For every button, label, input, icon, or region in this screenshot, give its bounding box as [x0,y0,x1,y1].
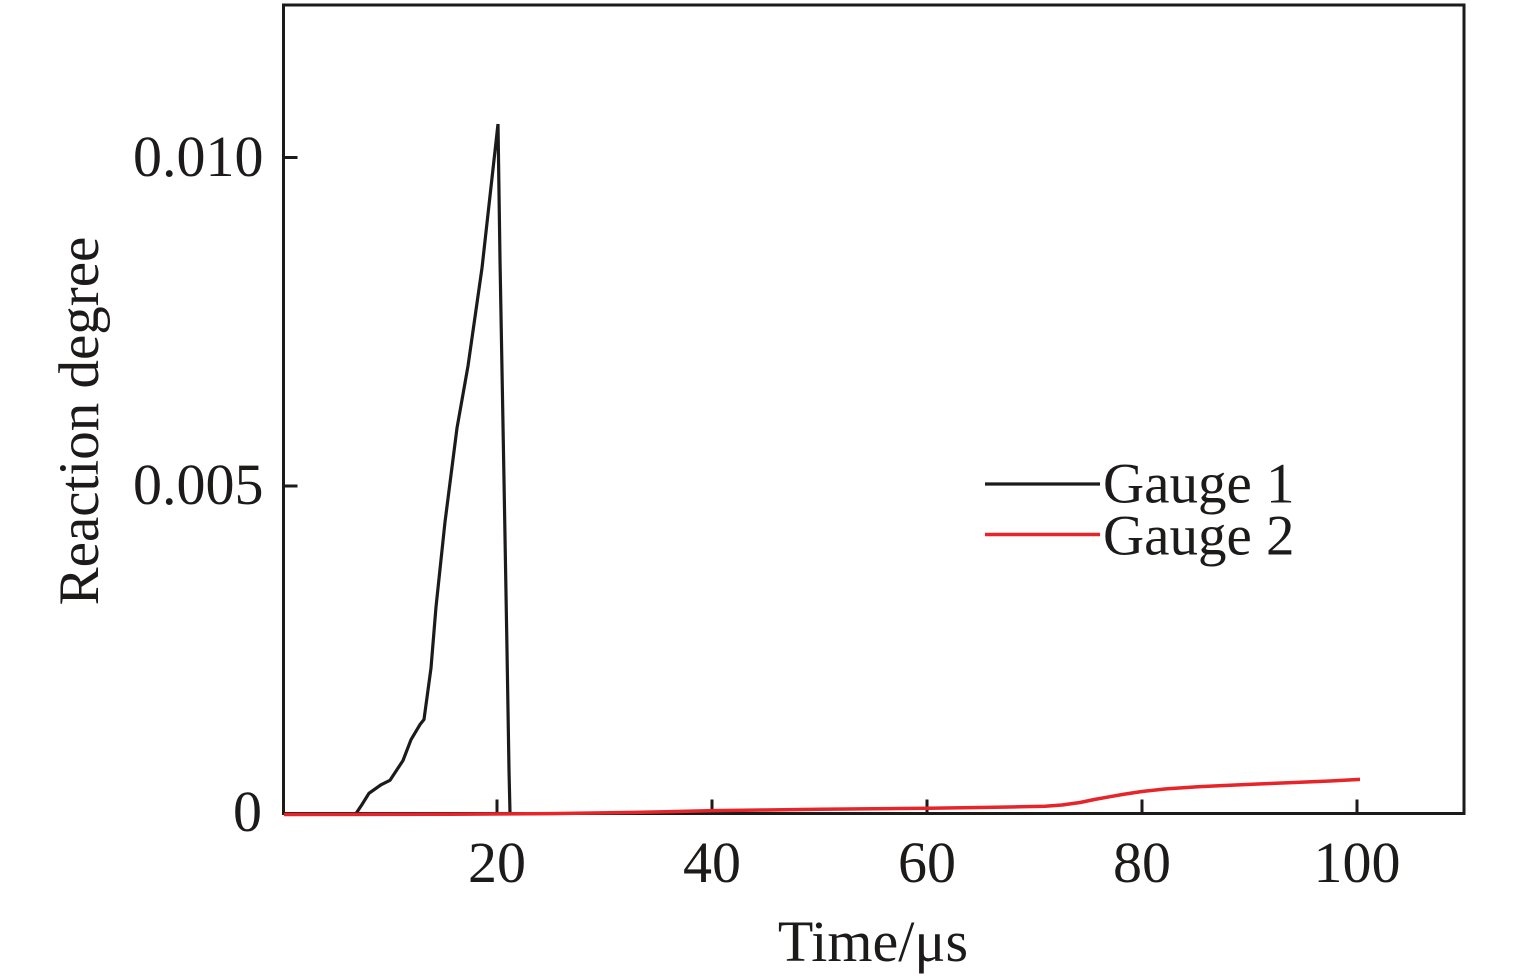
svg-text:0.010: 0.010 [133,124,264,189]
svg-text:20: 20 [468,830,526,895]
svg-text:0: 0 [233,779,262,844]
svg-text:60: 60 [898,830,956,895]
svg-text:100: 100 [1314,830,1401,895]
svg-text:Reaction degree: Reaction degree [48,237,111,606]
svg-text:Gauge 2: Gauge 2 [1103,505,1295,568]
svg-text:0.005: 0.005 [133,452,264,517]
svg-text:Gauge 1: Gauge 1 [1103,453,1295,516]
svg-text:80: 80 [1113,830,1171,895]
svg-text:Time/μs: Time/μs [778,909,968,974]
svg-text:40: 40 [683,830,741,895]
